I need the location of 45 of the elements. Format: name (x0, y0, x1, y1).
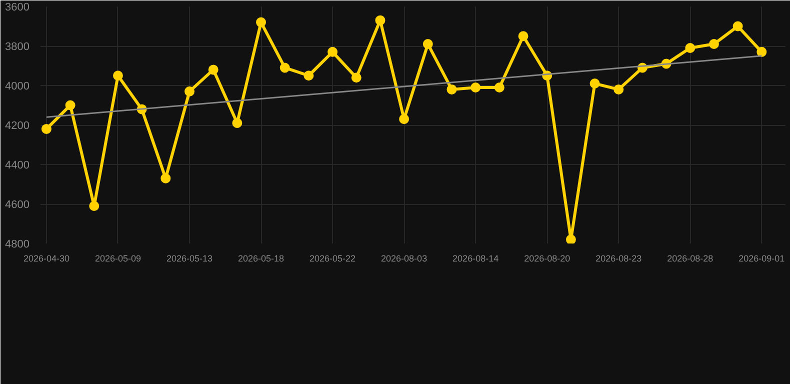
x-tick-label: 2026-05-22 (310, 254, 356, 264)
point (614, 84, 624, 94)
point (208, 64, 218, 75)
y-tick-label: 4800 (5, 238, 30, 250)
x-tick-label: 2026-05-13 (166, 254, 213, 264)
point (280, 62, 290, 73)
y-tick-label: 4200 (5, 120, 30, 132)
point (304, 70, 314, 81)
point (756, 46, 767, 57)
point (351, 72, 362, 83)
point (494, 82, 504, 92)
y-tick-label: 4000 (5, 80, 30, 92)
point (399, 114, 410, 124)
x-tick-label: 2026-08-28 (667, 254, 714, 264)
point (590, 78, 600, 89)
x-tick-label: 2026-08-03 (381, 254, 428, 264)
x-tick-label: 2026-08-14 (452, 254, 499, 264)
point (160, 173, 171, 184)
x-tick-label: 2026-08-23 (596, 254, 642, 264)
point (41, 124, 52, 134)
point (256, 17, 266, 28)
x-tick-label: 2026-04-30 (23, 254, 70, 264)
point (422, 39, 433, 50)
x-tick-label: 2026-05-18 (238, 254, 284, 264)
point (375, 15, 386, 26)
point (112, 70, 123, 81)
point (65, 100, 76, 110)
x-tick-label: 2026-05-09 (94, 254, 142, 264)
point (566, 234, 576, 244)
x-tick-label: 2026-08-20 (524, 254, 570, 264)
point (89, 200, 100, 211)
point (184, 86, 194, 96)
point (446, 84, 457, 94)
y-tick-label: 3800 (5, 41, 30, 53)
point (470, 82, 481, 92)
point (732, 21, 743, 32)
point (708, 39, 719, 50)
y-tick-label: 4600 (5, 199, 30, 211)
point (518, 31, 528, 42)
point (685, 42, 696, 53)
point (232, 118, 242, 128)
point (328, 46, 338, 57)
y-tick-label: 4400 (5, 160, 30, 172)
x-tick-label: 2026-09-01 (738, 254, 785, 264)
y-tick-label: 3600 (5, 2, 30, 14)
